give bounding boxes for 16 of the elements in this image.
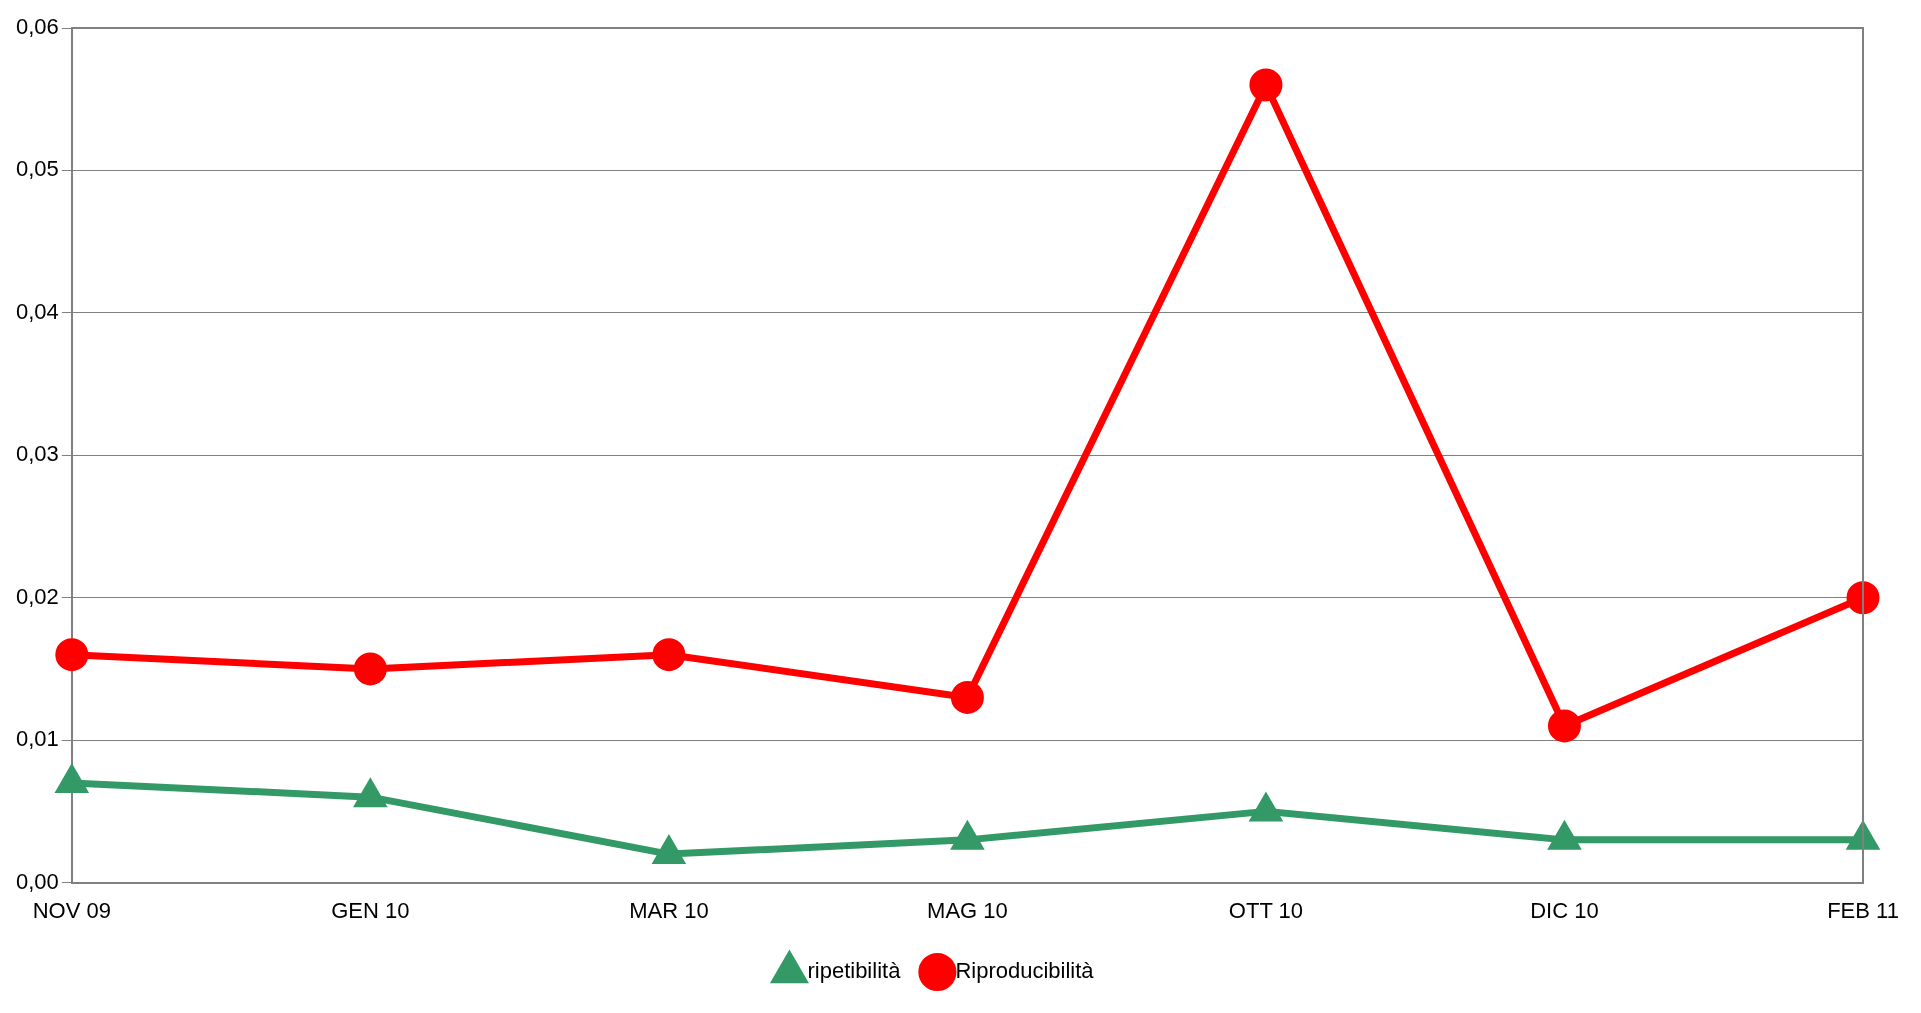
x-tick-label: MAG 10 bbox=[927, 897, 1008, 923]
x-tick-label: DIC 10 bbox=[1530, 897, 1599, 923]
y-tick-label: 0,06 bbox=[15, 14, 59, 40]
y-tick-label: 0,01 bbox=[15, 726, 59, 752]
legend-label: Riproducibilità bbox=[955, 958, 1095, 984]
x-tick-label: MAR 10 bbox=[629, 897, 709, 923]
x-tick-label: NOV 09 bbox=[32, 897, 111, 923]
y-tick-label: 0,03 bbox=[15, 441, 59, 467]
x-tick-label: OTT 10 bbox=[1228, 897, 1304, 923]
y-tick-label: 0,05 bbox=[15, 156, 59, 182]
y-tick-label: 0,02 bbox=[15, 583, 59, 609]
x-tick-label: FEB 11 bbox=[1827, 897, 1899, 923]
y-tick-label: 0,04 bbox=[15, 298, 59, 324]
y-tick-label: 0,00 bbox=[15, 868, 59, 894]
legend-label: ripetibilità bbox=[807, 958, 902, 984]
x-tick-label: GEN 10 bbox=[331, 897, 410, 923]
